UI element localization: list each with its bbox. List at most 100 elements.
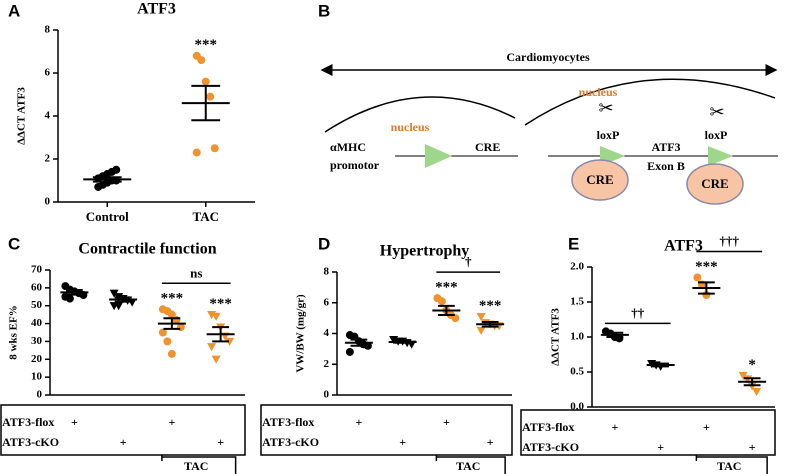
- data-point: [476, 326, 486, 335]
- panel-letter: A: [8, 1, 20, 20]
- promoter-arrow: [425, 144, 452, 168]
- y-tick-label: 8: [324, 266, 330, 278]
- genotype-mark: +: [611, 420, 618, 434]
- sem-bar: [163, 317, 181, 330]
- scissors-icon: ✂: [709, 102, 724, 122]
- sem-bar: [437, 304, 455, 317]
- significance-label: ***: [209, 296, 232, 312]
- genotype-mark: +: [71, 415, 78, 429]
- genotype-box: [0, 404, 246, 456]
- condition-bracket: [161, 455, 237, 474]
- data-point: [207, 343, 217, 352]
- data-point: [163, 337, 172, 346]
- y-tick-label: 20: [31, 353, 43, 365]
- genotype-mark: +: [657, 440, 664, 454]
- condition-label: TAC: [184, 459, 208, 473]
- y-tick-label: 40: [31, 317, 43, 329]
- y-tick-label: 10: [31, 371, 43, 383]
- exon-label: Exon B: [647, 159, 685, 173]
- data-point: [167, 349, 176, 358]
- genotype-label: ATF3-cKO: [262, 435, 319, 449]
- y-tick-label: 0.5: [570, 366, 584, 378]
- sem-bar: [606, 331, 624, 338]
- significance-label: ***: [195, 37, 218, 53]
- y-tick-label: 6: [45, 67, 51, 79]
- y-axis-label: ΔΔCT ATF3: [550, 308, 562, 366]
- genotype-mark: +: [168, 415, 175, 429]
- sem-bar: [212, 326, 230, 343]
- sem-bar: [743, 377, 761, 387]
- nucleus-outline: [524, 78, 776, 126]
- cre-label: CRE: [586, 172, 613, 187]
- panel-letter: C: [8, 234, 20, 253]
- exon-label: ATF3: [651, 140, 680, 154]
- y-tick-label: 0: [37, 389, 43, 401]
- sem-bar: [394, 340, 412, 344]
- genotype-mark: +: [355, 415, 362, 429]
- genotype-label: ATF3-flox: [2, 415, 54, 429]
- genotype-mark: +: [217, 435, 224, 449]
- data-point: [451, 314, 460, 323]
- y-axis-label: 8 wks EF%: [8, 305, 20, 359]
- promoter-label: αMHC: [330, 140, 366, 154]
- data-point: [225, 337, 235, 346]
- y-tick-label: 30: [31, 335, 43, 347]
- data-point: [345, 347, 354, 356]
- y-tick-label: 8: [45, 24, 51, 36]
- bracket-label: ††: [631, 305, 645, 320]
- significance-label: *: [748, 357, 756, 373]
- panel-letter: D: [318, 234, 330, 253]
- loxp-site: [708, 146, 733, 166]
- genotype-label: ATF3-cKO: [522, 440, 579, 454]
- genotype-label: ATF3-cKO: [2, 435, 59, 449]
- data-point: [211, 312, 221, 321]
- nucleus-label: nucleus: [579, 85, 618, 99]
- genotype-box: [520, 409, 776, 456]
- bracket-label: †††: [720, 233, 740, 248]
- data-point: [206, 92, 215, 101]
- y-tick-label: 2: [324, 358, 330, 370]
- gene-label: CRE: [475, 140, 500, 154]
- genotype-mark: +: [487, 435, 494, 449]
- data-point: [752, 388, 762, 397]
- x-tick-label: Control: [86, 209, 129, 224]
- data-point: [738, 371, 748, 380]
- data-point: [65, 294, 74, 303]
- y-tick-label: 1.5: [570, 296, 584, 308]
- sem-bar: [697, 281, 715, 295]
- scissors-icon: ✂: [598, 98, 613, 118]
- condition-label: TAC: [456, 459, 480, 473]
- y-tick-label: 50: [31, 299, 43, 311]
- y-tick-label: 0: [45, 196, 51, 208]
- data-point: [158, 328, 167, 337]
- data-point: [210, 144, 219, 153]
- sem-bar: [65, 289, 83, 296]
- chart-title: ATF3: [137, 1, 176, 18]
- data-point: [211, 355, 221, 364]
- condition-label: TAC: [717, 459, 741, 473]
- loxp-label: loxP: [597, 128, 620, 142]
- condition-bracket: [695, 455, 768, 474]
- y-tick-label: 70: [31, 264, 43, 276]
- data-point: [201, 77, 210, 86]
- genotype-mark: +: [749, 440, 756, 454]
- y-tick-label: 2: [45, 153, 51, 165]
- data-point: [363, 341, 372, 350]
- data-point: [109, 289, 119, 298]
- sem-bar: [350, 338, 368, 347]
- nucleus-outline: [324, 96, 516, 133]
- data-point: [167, 310, 176, 319]
- chart-title: Hypertrophy: [380, 243, 469, 260]
- y-tick-label: 4: [45, 110, 51, 122]
- bracket-label: ns: [190, 265, 202, 280]
- data-point: [197, 56, 206, 65]
- cre-protein: [571, 159, 629, 201]
- diagram-b: B Cardiomyocytes nucleus nucleus αMHC pr…: [318, 1, 778, 205]
- cre-label: CRE: [701, 176, 728, 191]
- y-tick-label: 60: [31, 281, 43, 293]
- panel-letter: E: [568, 234, 579, 253]
- y-tick-label: 1.0: [570, 331, 584, 343]
- data-point: [112, 165, 121, 174]
- sem-bar: [114, 296, 132, 303]
- data-point: [127, 298, 137, 307]
